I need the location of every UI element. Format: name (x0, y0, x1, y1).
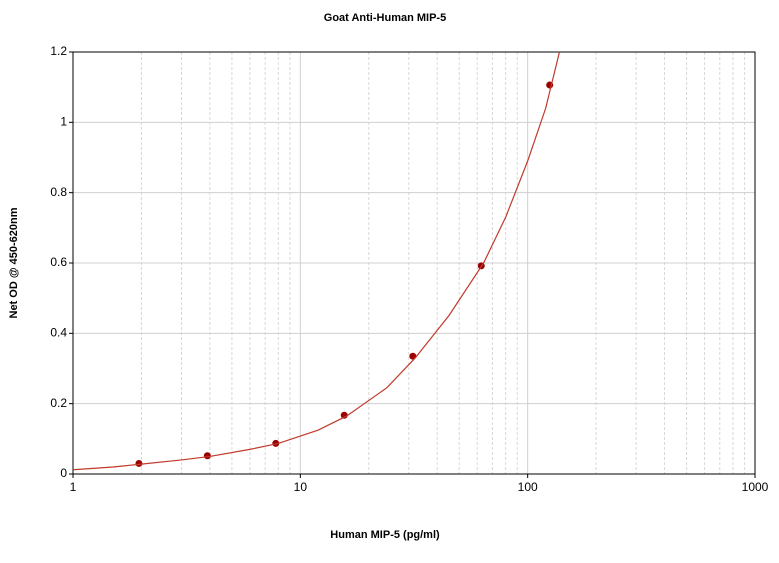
y-tick-label: 1 (60, 115, 67, 129)
y-tick-label: 1.2 (50, 44, 67, 58)
x-tick-label: 100 (518, 480, 538, 494)
x-tick-label: 1 (70, 480, 77, 494)
y-axis-label: Net OD @ 450-620nm (8, 207, 20, 318)
x-tick-label: 10 (294, 480, 308, 494)
plot-frame (72, 51, 756, 475)
chart-title: Goat Anti-Human MIP-5 (324, 12, 446, 24)
data-point (135, 459, 143, 467)
fit-curve (72, 51, 561, 471)
y-tick-label: 0.4 (50, 326, 67, 340)
x-axis-label: Human MIP-5 (pg/ml) (330, 529, 440, 541)
data-point (203, 452, 211, 460)
data-point (340, 411, 348, 419)
y-tick-label: 0 (60, 466, 67, 480)
y-tick-label: 0.2 (50, 396, 67, 410)
y-tick-label: 0.8 (50, 185, 67, 199)
x-tick-label: 1000 (742, 480, 769, 494)
y-tick-label: 0.6 (50, 255, 67, 269)
